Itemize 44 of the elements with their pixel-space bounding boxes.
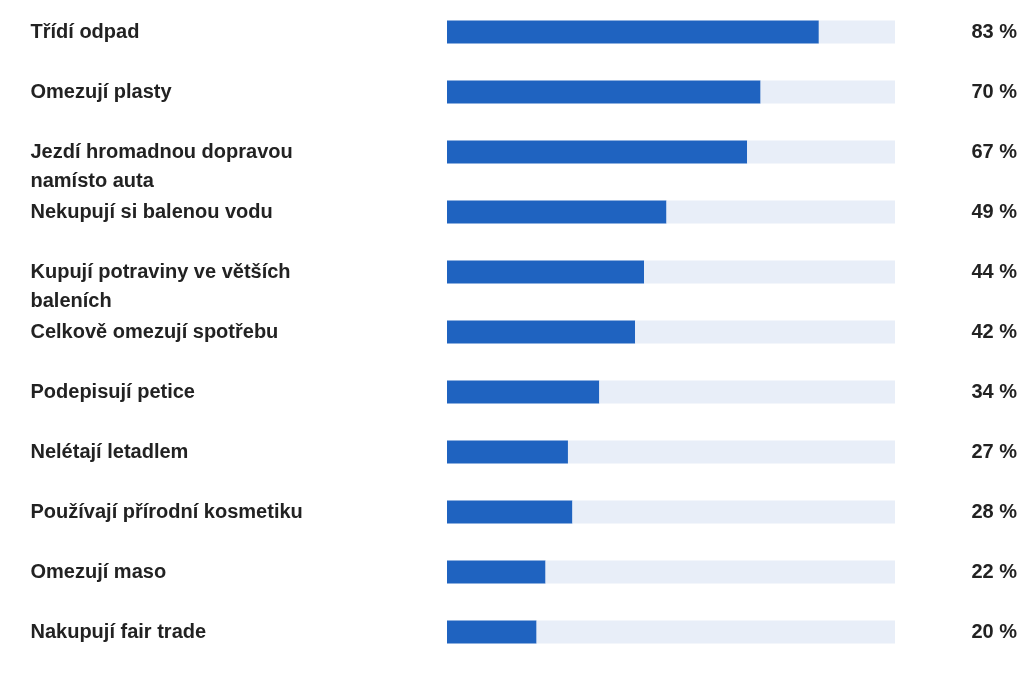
bar: [447, 260, 645, 284]
bar: [545, 560, 895, 584]
y-tick-label: Třídí odpad: [30, 20, 140, 42]
bar: [447, 380, 600, 404]
bar: [818, 20, 895, 44]
bar: [572, 500, 895, 524]
data-label: 28 %: [971, 500, 1018, 522]
data-label: 20 %: [971, 620, 1018, 642]
data-label: 67 %: [971, 140, 1018, 162]
bar: [447, 320, 636, 344]
bar: [635, 320, 895, 344]
y-tick-label: Omezují plasty: [30, 80, 173, 102]
bar: [760, 80, 895, 104]
bar: [666, 200, 895, 224]
bar: [447, 560, 546, 584]
bar: [447, 20, 819, 44]
data-label: 34 %: [971, 380, 1018, 402]
data-label: 83 %: [971, 20, 1018, 42]
data-label: 44 %: [971, 260, 1018, 282]
y-tick-label: Nakupují fair trade: [30, 620, 207, 642]
data-label: 49 %: [971, 200, 1018, 222]
y-tick-label: Jezdí hromadnou dopravou namísto auta: [30, 140, 293, 191]
bar: [447, 500, 573, 524]
y-tick-label: Omezují maso: [30, 560, 167, 582]
bar: [644, 260, 895, 284]
data-label: 70 %: [971, 80, 1018, 102]
bar: [447, 620, 537, 644]
y-tick-label: Kupují potraviny ve větších baleních: [30, 260, 291, 311]
data-label: 27 %: [971, 440, 1018, 462]
data-label: 22 %: [971, 560, 1018, 582]
bar: [747, 140, 895, 164]
y-tick-label: Nelétají letadlem: [30, 440, 189, 462]
bar: [447, 440, 568, 464]
bar: [599, 380, 895, 404]
data-label: 42 %: [971, 320, 1018, 342]
y-tick-label: Používají přírodní kosmetiku: [30, 500, 303, 522]
bar: [536, 620, 895, 644]
y-tick-label: Celkově omezují spotřebu: [30, 320, 279, 342]
bar: [447, 80, 761, 104]
bar: [447, 200, 667, 224]
y-tick-label: Nekupují si balenou vodu: [30, 200, 273, 222]
bar: [447, 140, 748, 164]
bar: [567, 440, 895, 464]
y-tick-label: Podepisují petice: [30, 380, 195, 402]
